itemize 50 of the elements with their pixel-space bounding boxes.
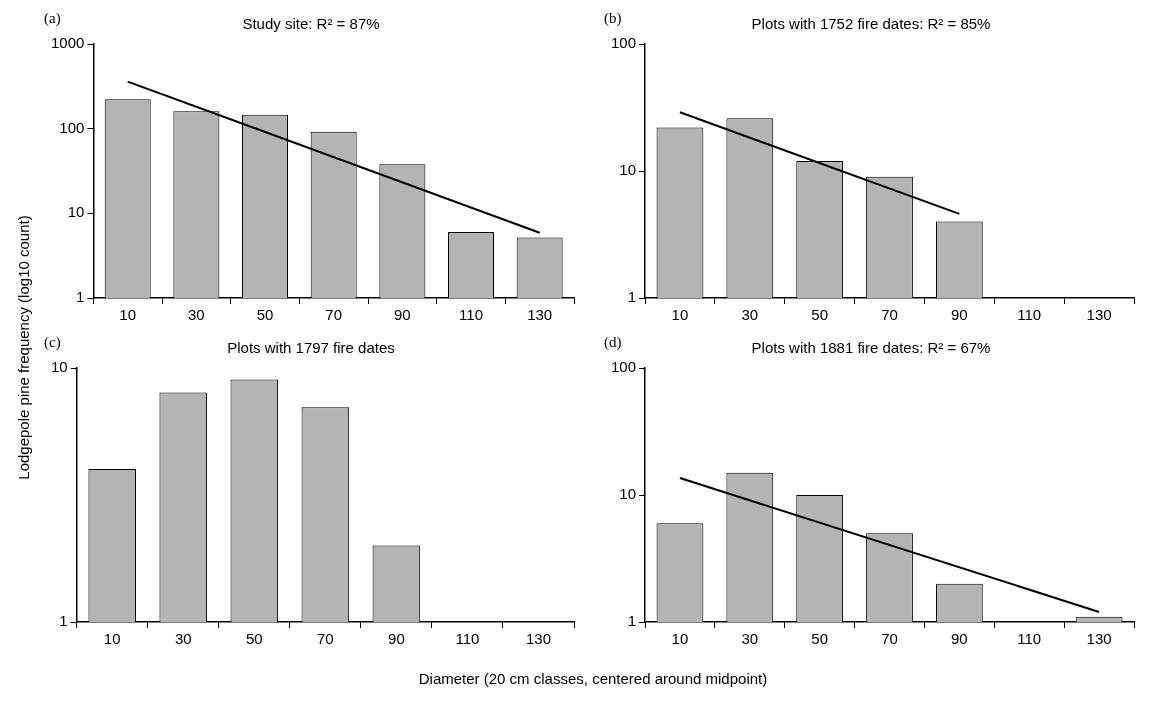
x-tick-label: 50 [245,630,263,648]
y-tick-label: 1 [59,612,68,630]
y-tick-label: 1 [76,288,85,306]
y-axis-title: Lodgepole pine frequency (log10 count) [14,215,32,480]
chart-title: Plots with 1752 fire dates: R² = 85% [751,15,991,33]
x-tick-label: 130 [1086,306,1112,324]
y-tick-label: 1 [627,612,637,630]
x-tick-label: 70 [317,630,334,648]
x-tick-label: 10 [671,630,689,648]
text: (c) [44,334,61,351]
y-tick-label: 1 [627,288,637,306]
x-tick-label: 30 [741,630,759,648]
text: (a) [44,10,61,27]
x-tick-label: 10 [103,630,121,648]
chart-title: Plots with 1797 fire dates [227,339,395,357]
y-tick-label: 100 [611,358,637,376]
x-tick-label: 130 [525,630,551,648]
x-tick-label: 90 [951,306,968,324]
x-tick-label: 50 [811,630,828,648]
x-tick-label: 30 [174,630,192,648]
y-tick-label: 1000 [50,34,85,52]
x-tick-label: 90 [951,630,968,648]
x-tick-label: 110 [1017,630,1042,648]
x-tick-label: 10 [671,306,689,324]
x-tick-label: 110 [459,306,483,324]
chart-title: Study site: R² = 87% [242,15,380,33]
x-tick-label: 110 [455,630,480,648]
text: (d) [604,334,622,351]
y-tick-label: 100 [611,34,637,52]
x-tick-label: 30 [741,306,759,324]
x-tick-label: 70 [881,306,898,324]
x-tick-label: 130 [1086,630,1112,648]
x-tick-label: 130 [527,306,553,324]
x-tick-label: 110 [1017,306,1042,324]
x-tick-label: 70 [881,630,898,648]
x-tick-label: 70 [325,306,343,324]
x-tick-label: 90 [388,630,405,648]
y-tick-label: 10 [619,485,637,503]
x-tick-label: 50 [811,306,828,324]
x-tick-label: 30 [188,306,205,324]
x-axis-title: Diameter (20 cm classes, centered around midpoint) [417,670,769,687]
x-tick-label: 50 [256,306,274,324]
chart-title: Plots with 1881 fire dates: R² = 67% [751,339,991,357]
text: (b) [604,10,622,27]
y-tick-label: 100 [59,118,85,136]
y-tick-label: 10 [51,358,68,376]
x-tick-label: 10 [119,306,137,324]
y-tick-label: 10 [619,161,637,179]
x-tick-label: 90 [394,306,411,324]
y-tick-label: 10 [67,203,85,221]
